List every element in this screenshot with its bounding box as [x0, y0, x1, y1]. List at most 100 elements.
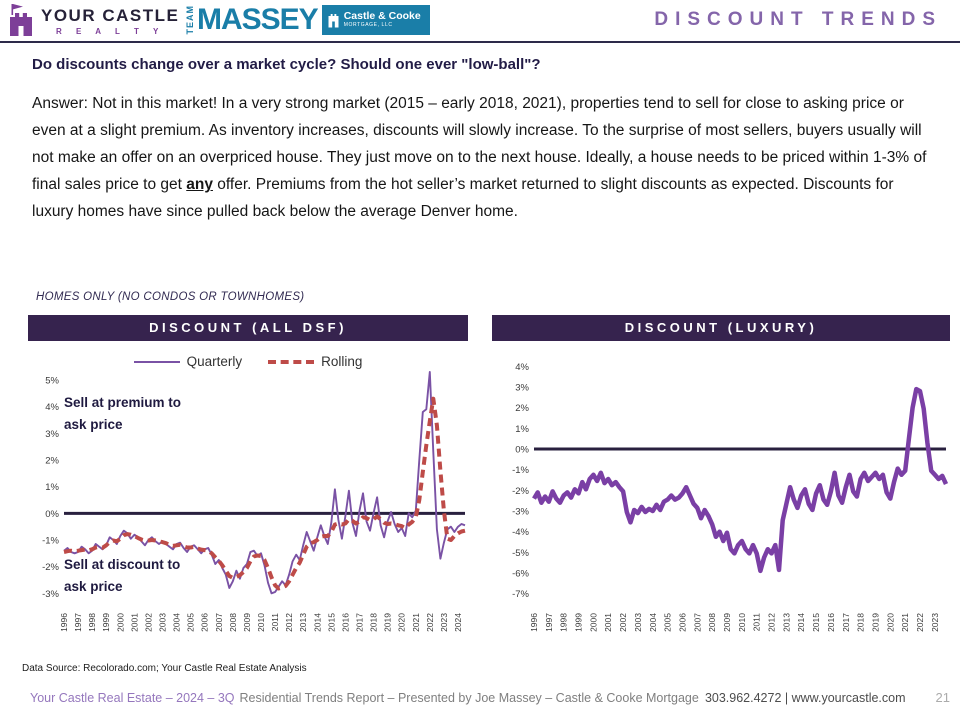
team-massey-logo: TEAM MASSEY Castle & Cooke MORTGAGE, LLC [185, 3, 430, 37]
svg-text:2000: 2000 [115, 613, 125, 632]
svg-text:2008: 2008 [707, 613, 717, 632]
data-source: Data Source: Recolorado.com; Your Castle… [22, 663, 307, 674]
svg-text:2020: 2020 [397, 613, 407, 632]
svg-text:2002: 2002 [618, 613, 628, 632]
svg-text:2018: 2018 [369, 613, 379, 632]
svg-text:2022: 2022 [915, 613, 925, 632]
footer-page-number: 21 [935, 690, 950, 705]
annotation-sell-at-premium: Sell at premium to ask price [64, 395, 182, 432]
legend-label-quarterly: Quarterly [186, 354, 243, 369]
svg-text:1998: 1998 [87, 613, 97, 632]
svg-text:2010: 2010 [256, 613, 266, 632]
brand-subtitle: R E A L T Y [56, 26, 165, 36]
svg-text:2017: 2017 [841, 613, 851, 632]
svg-text:-1%: -1% [512, 465, 529, 476]
svg-text:2014: 2014 [796, 613, 806, 632]
rolling-line-swatch [268, 359, 315, 364]
svg-text:2022: 2022 [425, 613, 435, 632]
svg-text:1%: 1% [515, 424, 529, 435]
svg-text:2009: 2009 [722, 613, 732, 632]
svg-text:2000: 2000 [588, 613, 598, 632]
svg-text:4%: 4% [45, 402, 59, 413]
annotation-sell-at-discount: Sell at discount to ask price [64, 557, 181, 594]
header: YOUR CASTLE R E A L T Y TEAM MASSEY Cast… [0, 0, 960, 43]
svg-text:5%: 5% [45, 376, 59, 387]
svg-text:2024: 2024 [453, 613, 463, 632]
svg-text:2001: 2001 [603, 613, 613, 632]
svg-text:-3%: -3% [512, 507, 529, 518]
svg-text:4%: 4% [515, 362, 529, 373]
panel-title-luxury: DISCOUNT (LUXURY) [492, 315, 950, 341]
footer-row: Your Castle Real Estate – 2024 – 3Q Resi… [30, 690, 950, 705]
badge-line2: MORTGAGE, LLC [343, 22, 393, 28]
svg-text:1996: 1996 [529, 613, 539, 632]
your-castle-logo: YOUR CASTLE R E A L T Y [8, 4, 179, 37]
svg-text:2019: 2019 [870, 613, 880, 632]
svg-text:-3%: -3% [42, 589, 59, 600]
svg-text:-4%: -4% [512, 527, 529, 538]
svg-text:2013: 2013 [781, 613, 791, 632]
page-title: DISCOUNT TRENDS [654, 9, 942, 30]
answer-part2: offer. Premiums from the hot seller’s ma… [32, 176, 894, 220]
svg-text:2013: 2013 [298, 613, 308, 632]
svg-text:1999: 1999 [101, 613, 111, 632]
svg-text:3%: 3% [515, 383, 529, 394]
chart-discount-luxury: 4% 3% 2% 1% 0% -1% -2% -3% -4% -5% -6% -7% 1996 1997 1… [492, 342, 950, 650]
svg-text:2003: 2003 [157, 613, 167, 632]
svg-text:1998: 1998 [559, 613, 569, 632]
svg-text:-2%: -2% [512, 486, 529, 497]
svg-text:3%: 3% [45, 429, 59, 440]
svg-text:2%: 2% [515, 403, 529, 414]
badge-castle-icon [328, 14, 339, 28]
answer-part1: Answer: Not in this market! In a very st… [32, 95, 927, 193]
panel-title-all-dsf: DISCOUNT (ALL DSF) [28, 315, 468, 341]
svg-text:-1%: -1% [42, 536, 59, 547]
svg-text:-6%: -6% [512, 569, 529, 580]
legend-item-quarterly: Quarterly [133, 354, 243, 369]
svg-text:2023: 2023 [439, 613, 449, 632]
svg-text:2007: 2007 [692, 613, 702, 632]
svg-text:2011: 2011 [752, 613, 762, 632]
svg-text:2021: 2021 [411, 613, 421, 632]
panel-discount-all-dsf: DISCOUNT (ALL DSF) Quarterly Rolling Sel… [28, 315, 468, 650]
svg-text:2019: 2019 [383, 613, 393, 632]
svg-text:2015: 2015 [326, 613, 336, 632]
svg-text:2001: 2001 [129, 613, 139, 632]
svg-text:2015: 2015 [811, 613, 821, 632]
massey-name: MASSEY [197, 3, 319, 36]
svg-text:2004: 2004 [648, 613, 658, 632]
svg-text:-2%: -2% [42, 562, 59, 573]
svg-text:2%: 2% [45, 456, 59, 467]
team-label: TEAM [185, 5, 195, 35]
svg-text:2012: 2012 [767, 613, 777, 632]
svg-text:2006: 2006 [677, 613, 687, 632]
question-heading: Do discounts change over a market cycle?… [32, 56, 541, 73]
svg-text:2002: 2002 [143, 613, 153, 632]
svg-text:2010: 2010 [737, 613, 747, 632]
legend-label-rolling: Rolling [321, 354, 363, 369]
svg-text:2003: 2003 [633, 613, 643, 632]
castle-icon [10, 4, 32, 36]
svg-text:2006: 2006 [200, 613, 210, 632]
svg-text:-7%: -7% [512, 589, 529, 600]
svg-text:0%: 0% [45, 509, 59, 520]
svg-text:2020: 2020 [885, 613, 895, 632]
svg-text:2018: 2018 [856, 613, 866, 632]
svg-text:2004: 2004 [172, 613, 182, 632]
svg-text:2007: 2007 [214, 613, 224, 632]
svg-text:-5%: -5% [512, 548, 529, 559]
svg-text:0%: 0% [515, 445, 529, 456]
svg-text:2009: 2009 [242, 613, 252, 632]
svg-text:2016: 2016 [340, 613, 350, 632]
svg-text:2005: 2005 [663, 613, 673, 632]
svg-text:2017: 2017 [354, 613, 364, 632]
svg-text:1%: 1% [45, 482, 59, 493]
brand-name: YOUR CASTLE [41, 5, 180, 25]
svg-text:1997: 1997 [73, 613, 83, 632]
quarterly-line-swatch [133, 360, 180, 363]
badge-line1: Castle & Cooke [343, 10, 421, 22]
svg-text:2012: 2012 [284, 613, 294, 632]
svg-text:2021: 2021 [900, 613, 910, 632]
panel-discount-luxury: DISCOUNT (LUXURY) 4% 3% 2% 1% 0% -1% -2% -3% -4%… [492, 315, 950, 650]
